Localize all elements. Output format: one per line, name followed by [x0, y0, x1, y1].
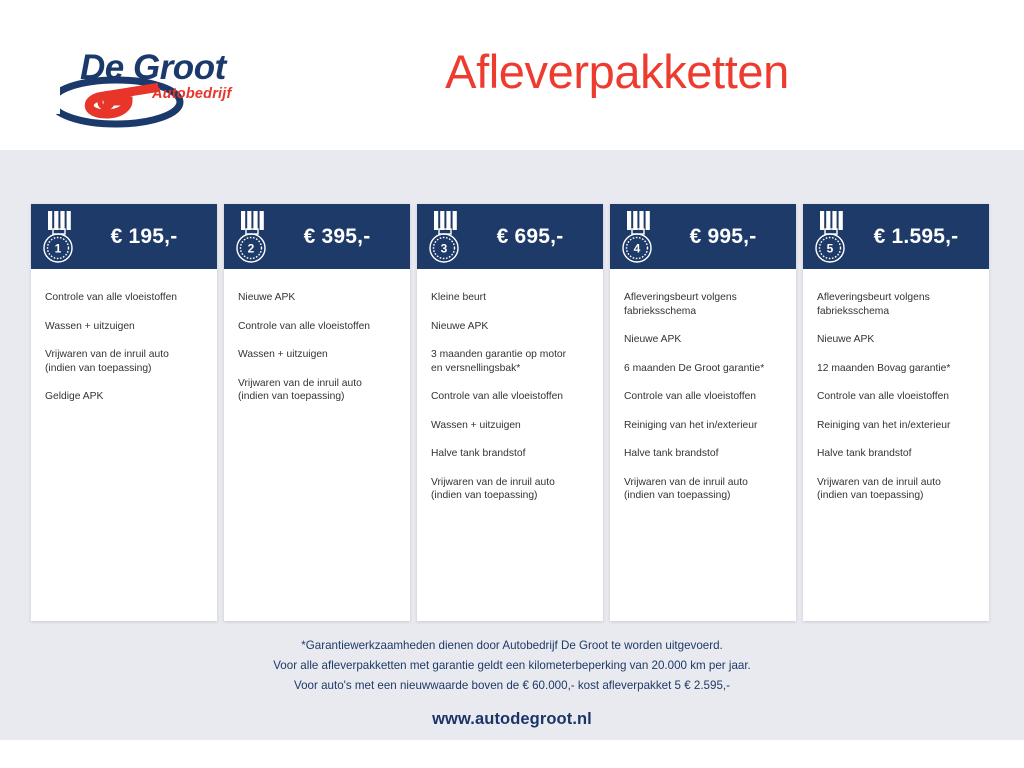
package-card[interactable]: 3 € 695,- Kleine beurt Nieuwe APK 3 maan… [417, 204, 603, 621]
package-feature: Afleveringsbeurt volgens fabrieksschema [817, 292, 930, 317]
package-feature: Controle van alle vloeistoffen [431, 391, 564, 402]
package-feature: Wassen + uitzuigen [45, 320, 135, 332]
page-title: Afleverpakketten [445, 45, 789, 98]
package-feature: Vrijwaren van de inruil auto (indien van… [431, 476, 555, 502]
package-card[interactable]: 5 € 1.595,- Afleveringsbeurt volgens fab… [803, 204, 989, 621]
medal-number: 2 [248, 241, 255, 255]
package-feature: Nieuwe APK [624, 334, 682, 345]
package-feature: Vrijwaren van de inruil auto (indien van… [238, 377, 362, 403]
medal-icon: 4 [622, 210, 652, 263]
package-feature: Controle van alle vloeistoffen [624, 391, 757, 402]
package-feature: Halve tank brandstof [817, 448, 912, 459]
package-card[interactable]: 4 € 995,- Afleveringsbeurt volgens fabri… [610, 204, 796, 621]
company-logo[interactable]: De Groot Autobedrijf [44, 46, 254, 128]
medal-icon: 2 [236, 210, 266, 263]
package-feature-list: Kleine beurt Nieuwe APK 3 maanden garant… [417, 269, 603, 621]
package-price: € 695,- [496, 224, 564, 248]
medal-number: 1 [55, 241, 62, 255]
package-card-header: 4 € 995,- [610, 204, 796, 269]
footnote-line-3: Voor auto's met een nieuwwaarde boven de… [294, 679, 730, 692]
package-feature: Kleine beurt [431, 292, 486, 303]
package-card-list: 1 € 195,- Controle van alle vloeistoffen… [31, 204, 993, 621]
package-card-header: 5 € 1.595,- [803, 204, 989, 269]
package-feature: Wassen + uitzuigen [238, 349, 328, 360]
package-feature: Controle van alle vloeistoffen [45, 292, 178, 303]
medal-number: 4 [634, 241, 641, 255]
package-feature-list: Controle van alle vloeistoffen Wassen + … [31, 269, 217, 621]
package-card-header: 2 € 395,- [224, 204, 410, 269]
package-feature-list: Afleveringsbeurt volgens fabrieksschema … [610, 269, 796, 621]
footnote-line-2: Voor alle afleverpakketten met garantie … [273, 659, 751, 672]
package-feature: Nieuwe APK [817, 334, 875, 345]
package-feature: 3 maanden garantie op motor en versnelli… [431, 349, 567, 374]
package-card-header: 3 € 695,- [417, 204, 603, 269]
package-feature: Reiniging van het in/exterieur [817, 419, 951, 431]
footnote-line-1: *Garantiewerkzaamheden dienen door Autob… [301, 639, 723, 652]
package-feature: Halve tank brandstof [431, 448, 526, 459]
footnote-block: *Garantiewerkzaamheden dienen door Autob… [0, 636, 1024, 696]
medal-icon: 5 [815, 210, 845, 263]
package-price: € 195,- [110, 224, 178, 248]
package-price: € 995,- [689, 224, 757, 248]
logo-tagline-text: Autobedrijf [152, 86, 232, 102]
package-price: € 395,- [303, 224, 371, 248]
page-header: De Groot Autobedrijf Afleverpakketten [0, 0, 1024, 150]
package-feature: 12 maanden Bovag garantie* [817, 362, 951, 374]
package-card[interactable]: 2 € 395,- Nieuwe APK Controle van alle v… [224, 204, 410, 621]
package-feature: Vrijwaren van de inruil auto (indien van… [45, 349, 169, 374]
package-feature: Vrijwaren van de inruil auto (indien van… [817, 476, 941, 502]
package-feature-list: Afleveringsbeurt volgens fabrieksschema … [803, 269, 989, 621]
package-feature: Nieuwe APK [431, 320, 489, 332]
medal-icon: 3 [429, 210, 459, 263]
package-price: € 1.595,- [873, 224, 959, 248]
medal-number: 3 [441, 241, 448, 255]
package-feature: Geldige APK [45, 391, 104, 402]
package-card-header: 1 € 195,- [31, 204, 217, 269]
package-feature-list: Nieuwe APK Controle van alle vloeistoffe… [224, 269, 410, 621]
medal-number: 5 [827, 241, 834, 255]
website-link[interactable]: www.autodegroot.nl [432, 710, 592, 728]
package-feature: Halve tank brandstof [624, 448, 719, 459]
package-feature: Controle van alle vloeistoffen [817, 391, 950, 402]
logo-swoosh-icon [44, 76, 184, 128]
package-feature: Reiniging van het in/exterieur [624, 419, 758, 431]
package-feature: Nieuwe APK [238, 292, 296, 303]
logo-brand-text: De Groot [80, 48, 226, 87]
package-feature: Wassen + uitzuigen [431, 419, 521, 431]
package-card[interactable]: 1 € 195,- Controle van alle vloeistoffen… [31, 204, 217, 621]
package-feature: 6 maanden De Groot garantie* [624, 362, 765, 374]
package-feature: Controle van alle vloeistoffen [238, 320, 371, 332]
medal-icon: 1 [43, 210, 73, 263]
package-feature: Afleveringsbeurt volgens fabrieksschema [624, 292, 737, 317]
package-feature: Vrijwaren van de inruil auto (indien van… [624, 476, 748, 502]
